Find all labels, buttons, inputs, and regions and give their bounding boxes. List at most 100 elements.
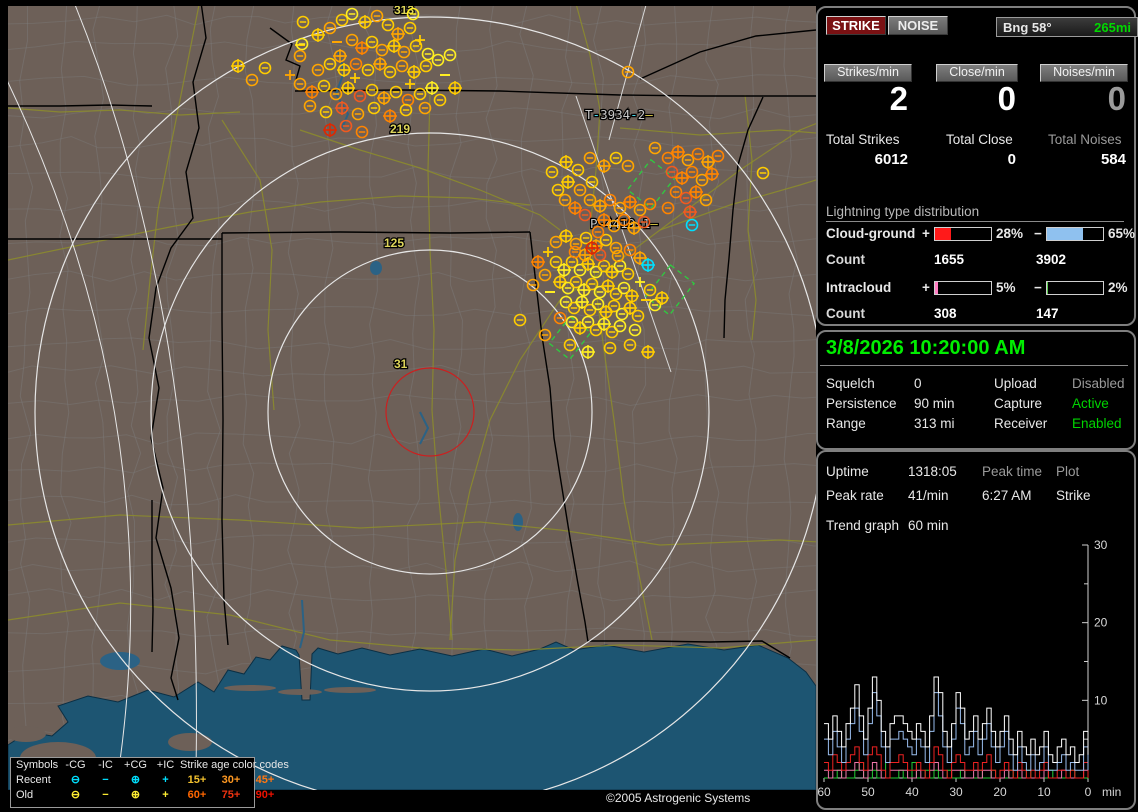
strike-symbol — [617, 281, 631, 295]
strike-symbol — [591, 225, 605, 239]
lightning-map[interactable]: 31 125 219 313 T-3934-2— P-4419-1— — [8, 6, 816, 790]
intracloud-row: Intracloud + 5% − 2% — [826, 280, 1128, 295]
strike-symbol — [609, 241, 623, 255]
legend-circle-minus-icon: ⊖ — [70, 789, 81, 801]
strike-symbol — [621, 267, 635, 281]
noises-per-min-button[interactable]: Noises/min — [1040, 64, 1128, 82]
strike-symbol — [597, 159, 611, 173]
range-ring — [267, 249, 593, 575]
strike-symbol — [581, 345, 595, 359]
strike-symbol — [609, 287, 623, 301]
strike-symbol — [399, 103, 413, 117]
strike-symbol — [583, 151, 597, 165]
bearing-readout: Bng 58° 265mi — [996, 17, 1138, 37]
legend-col-pos-ic: +IC — [156, 759, 175, 771]
strikes-per-min-button[interactable]: Strikes/min — [824, 64, 912, 82]
capture-label: Capture — [994, 396, 1043, 411]
upload-status: Disabled — [1072, 376, 1125, 391]
peak-time-label: Peak time — [982, 464, 1043, 479]
strike-symbol — [599, 305, 613, 319]
strike-symbol — [365, 83, 379, 97]
strike-mode-button[interactable]: STRIKE — [826, 16, 886, 35]
legend-age-title: Strike age color codes — [180, 759, 289, 771]
strike-symbol — [383, 65, 397, 79]
cloud-ground-label: Cloud-ground — [826, 226, 916, 241]
strike-symbol — [391, 27, 405, 41]
intracloud-label: Intracloud — [826, 280, 892, 295]
strike-symbol — [597, 213, 611, 227]
strike-symbol — [578, 208, 592, 222]
strike-symbol — [395, 59, 409, 73]
strike-symbol — [377, 91, 391, 105]
strike-symbol — [231, 59, 245, 73]
strike-symbol — [585, 241, 599, 255]
minus-sign: − — [1034, 226, 1042, 241]
divider — [820, 365, 1128, 366]
strike-symbol — [585, 277, 599, 291]
strike-symbol — [597, 317, 611, 331]
strike-symbol — [617, 213, 631, 227]
uptime-label: Uptime — [826, 464, 869, 479]
noise-mode-button[interactable]: NOISE — [888, 16, 948, 35]
strike-symbol — [361, 63, 375, 77]
lake — [100, 652, 140, 670]
strike-symbol — [413, 87, 427, 101]
x-tick-label: 60 — [818, 785, 831, 799]
cg-count-label: Count — [826, 252, 865, 267]
strike-symbol — [643, 197, 657, 211]
strike-symbol — [339, 119, 353, 133]
strike-symbol — [526, 278, 540, 292]
ic-neg-pct: 2% — [1108, 280, 1128, 295]
strike-symbol — [593, 199, 607, 213]
strike-symbol — [577, 283, 591, 297]
plus-sign: + — [922, 280, 930, 295]
ic-count-label: Count — [826, 306, 865, 321]
strike-symbol — [611, 249, 625, 263]
strike-symbol — [597, 259, 611, 273]
strike-symbol — [607, 219, 621, 233]
strike-symbol — [561, 281, 575, 295]
strike-symbol — [648, 141, 662, 155]
strike-symbol — [625, 289, 639, 303]
close-per-min-value: 0 — [997, 80, 1016, 117]
y-tick-label: 20 — [1094, 616, 1108, 630]
strike-symbol — [575, 295, 589, 309]
plus-sign: + — [922, 226, 930, 241]
state-borders — [8, 6, 816, 701]
cg-neg-pct: 65% — [1108, 226, 1136, 241]
x-tick-label: 10 — [1037, 785, 1051, 799]
plot-label: Plot — [1056, 464, 1080, 479]
strike-symbol — [605, 265, 619, 279]
range-rings: 31 125 219 313 — [8, 6, 816, 790]
strike-symbol — [623, 243, 637, 257]
strike-symbol — [628, 323, 642, 337]
close-per-min-button[interactable]: Close/min — [936, 64, 1018, 82]
strike-symbol — [583, 193, 597, 207]
strike-symbol — [553, 311, 567, 325]
strike-symbol — [675, 171, 689, 185]
cg-count-row: Count 1655 3902 — [826, 252, 1126, 267]
strike-symbol — [591, 297, 605, 311]
strike-symbol — [573, 183, 587, 197]
strike-symbol — [341, 81, 355, 95]
storm-cell-label: T-3934-2— — [585, 107, 653, 122]
strike-symbol — [661, 151, 675, 165]
strike-symbol — [381, 18, 395, 32]
strike-symbol — [545, 165, 559, 179]
strike-symbol — [403, 21, 417, 35]
total-noises-label: Total Noises — [1048, 132, 1122, 147]
strike-symbol — [333, 49, 347, 63]
strike-symbol — [559, 229, 573, 243]
strike-symbol — [245, 73, 259, 87]
x-tick-label: 0 — [1085, 785, 1092, 799]
ring-distance-label: 125 — [384, 236, 404, 250]
cg-pos-bar — [934, 226, 992, 241]
legend-dash-icon: − — [102, 774, 109, 786]
strike-symbol — [568, 201, 582, 215]
ic-pos-pct: 5% — [996, 280, 1016, 295]
strike-symbols — [231, 7, 770, 359]
strike-symbol — [419, 59, 433, 73]
strike-symbol — [558, 193, 572, 207]
